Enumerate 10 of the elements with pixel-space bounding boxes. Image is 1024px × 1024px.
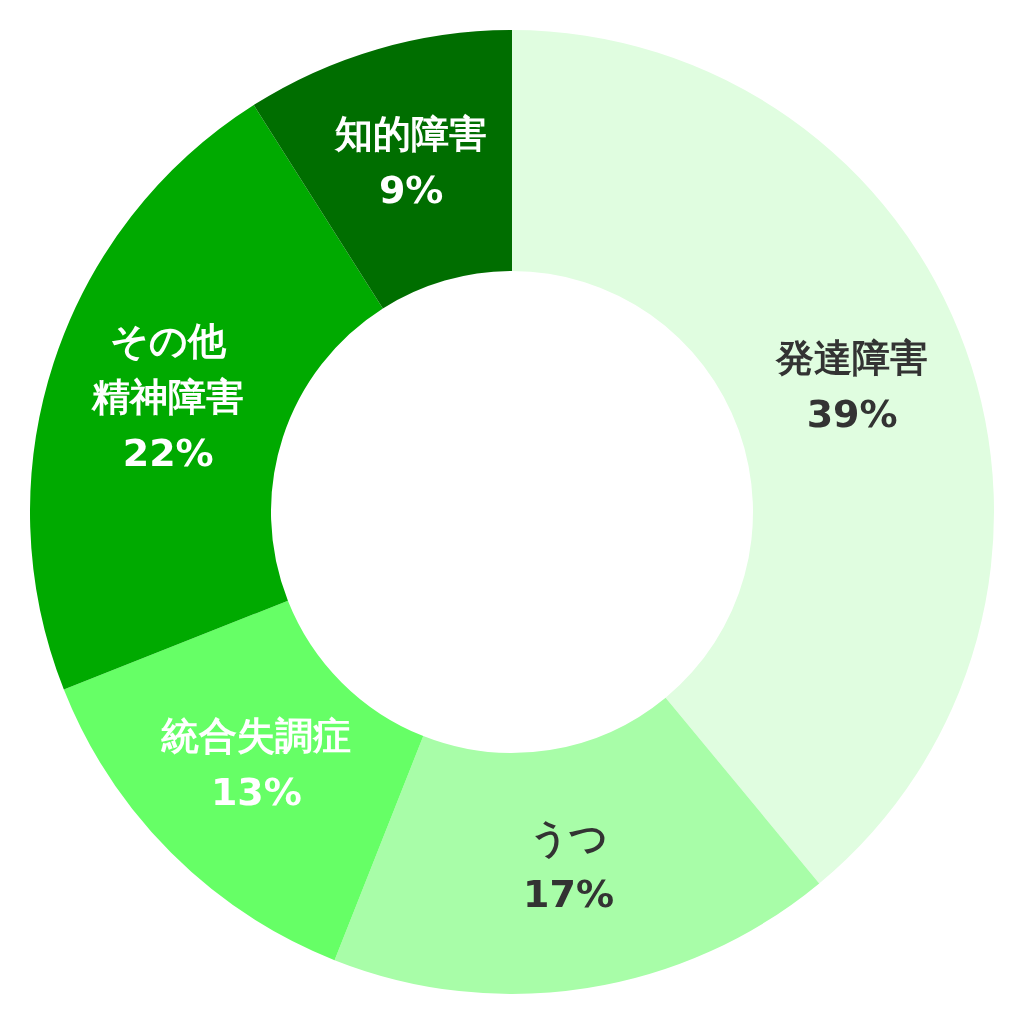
data-label: 13% xyxy=(210,770,302,815)
slice-label: うつ xyxy=(529,815,608,860)
data-label: 22% xyxy=(122,431,214,476)
slice-label: 知的障害 xyxy=(334,111,488,156)
slice-label: 発達障害 xyxy=(775,336,929,381)
data-label: 9% xyxy=(378,167,444,212)
slice-label: 統合失調症 xyxy=(160,714,352,759)
slice-label: その他精神障害 xyxy=(91,319,245,420)
data-label: 17% xyxy=(523,871,615,916)
data-label: 39% xyxy=(806,392,898,437)
